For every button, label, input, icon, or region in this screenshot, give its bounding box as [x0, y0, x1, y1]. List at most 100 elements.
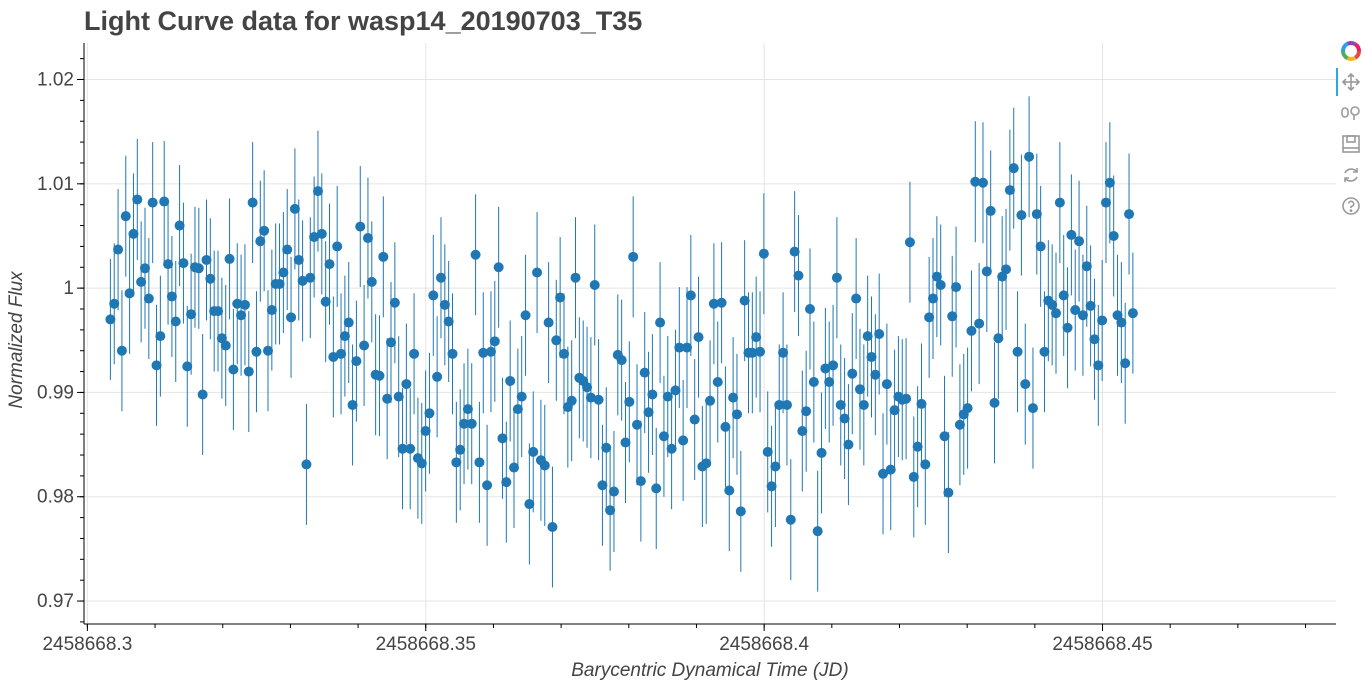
data-point — [389, 297, 400, 308]
data-point — [701, 458, 712, 469]
data-point — [582, 382, 593, 393]
data-point — [1093, 360, 1104, 371]
data-point — [1085, 300, 1096, 311]
y-tick-label: 1.01 — [37, 174, 74, 195]
data-point — [520, 310, 531, 321]
help-icon[interactable] — [1340, 195, 1362, 217]
data-point — [705, 395, 716, 406]
data-point — [804, 303, 815, 314]
data-point — [428, 290, 439, 301]
data-point — [266, 305, 277, 316]
data-point — [247, 197, 258, 208]
data-point — [589, 279, 600, 290]
data-point — [655, 317, 666, 328]
data-point — [935, 279, 946, 290]
data-point — [762, 446, 773, 457]
data-point — [1039, 346, 1050, 357]
data-point — [824, 377, 835, 388]
data-point — [924, 312, 935, 323]
data-point — [947, 311, 958, 322]
data-point — [139, 263, 150, 274]
data-point — [278, 267, 289, 278]
data-point — [455, 444, 466, 455]
data-point — [693, 332, 704, 343]
data-point — [1127, 308, 1138, 319]
data-point — [339, 331, 350, 342]
data-point — [474, 457, 485, 468]
data-point — [543, 317, 554, 328]
y-tick-label: 1 — [63, 278, 74, 299]
data-point — [1074, 236, 1085, 247]
data-point — [739, 295, 750, 306]
data-point — [643, 407, 654, 418]
data-point — [1035, 241, 1046, 252]
data-point — [558, 348, 569, 359]
data-point — [232, 298, 243, 309]
x-axis-label: Barycentric Dynamical Time (JD) — [571, 660, 849, 681]
data-point — [466, 418, 477, 429]
data-point — [186, 309, 197, 320]
data-point — [785, 514, 796, 525]
data-point — [116, 345, 127, 356]
data-point — [320, 296, 331, 307]
data-point — [493, 262, 504, 273]
data-point — [881, 379, 892, 390]
data-point — [1020, 379, 1031, 390]
data-point — [397, 443, 408, 454]
pan-icon[interactable] — [1340, 71, 1362, 93]
data-point — [109, 298, 120, 309]
data-point — [170, 316, 181, 327]
data-point — [132, 194, 143, 205]
data-point — [251, 346, 262, 357]
data-point — [328, 351, 339, 362]
data-point — [382, 393, 393, 404]
data-point — [812, 526, 823, 537]
data-point — [720, 421, 731, 432]
data-point — [497, 433, 508, 444]
data-point — [213, 306, 224, 317]
data-point — [1108, 230, 1119, 241]
data-point — [751, 332, 762, 343]
data-point — [593, 394, 604, 405]
y-axis: 0.97 0.98 0.99 1 1.01 1.02 — [37, 58, 84, 623]
data-point — [512, 404, 523, 415]
data-point — [789, 246, 800, 257]
data-point — [670, 385, 681, 396]
data-point — [1012, 346, 1023, 357]
data-point — [662, 391, 673, 402]
data-point — [1031, 209, 1042, 220]
data-point — [236, 310, 247, 321]
data-point — [105, 314, 116, 325]
data-point — [359, 340, 370, 351]
data-point — [689, 414, 700, 425]
reset-icon[interactable] — [1340, 164, 1362, 186]
data-point — [778, 347, 789, 358]
data-point — [797, 426, 808, 437]
data-point — [774, 399, 785, 410]
data-point — [378, 251, 389, 262]
save-icon[interactable] — [1340, 133, 1362, 155]
data-point — [551, 335, 562, 346]
bokeh-logo-icon[interactable] — [1340, 40, 1362, 62]
data-point — [416, 458, 427, 469]
data-point — [678, 435, 689, 446]
active-tool-indicator — [1336, 68, 1338, 96]
data-point — [966, 325, 977, 336]
data-point — [870, 369, 881, 380]
data-point — [155, 331, 166, 342]
data-point — [858, 399, 869, 410]
data-point — [632, 419, 643, 430]
x-tick-label: 2458668.3 — [42, 634, 132, 655]
data-point — [570, 272, 581, 283]
data-point — [608, 486, 619, 497]
data-point — [182, 361, 193, 372]
data-point — [1008, 163, 1019, 174]
data-point — [282, 244, 293, 255]
x-axis: 2458668.3 2458668.35 2458668.4 2458668.45 — [42, 624, 1307, 655]
data-point — [228, 364, 239, 375]
data-point — [1100, 197, 1111, 208]
data-point — [524, 499, 535, 510]
wheel-zoom-icon[interactable] — [1340, 102, 1362, 124]
data-point — [862, 331, 873, 342]
